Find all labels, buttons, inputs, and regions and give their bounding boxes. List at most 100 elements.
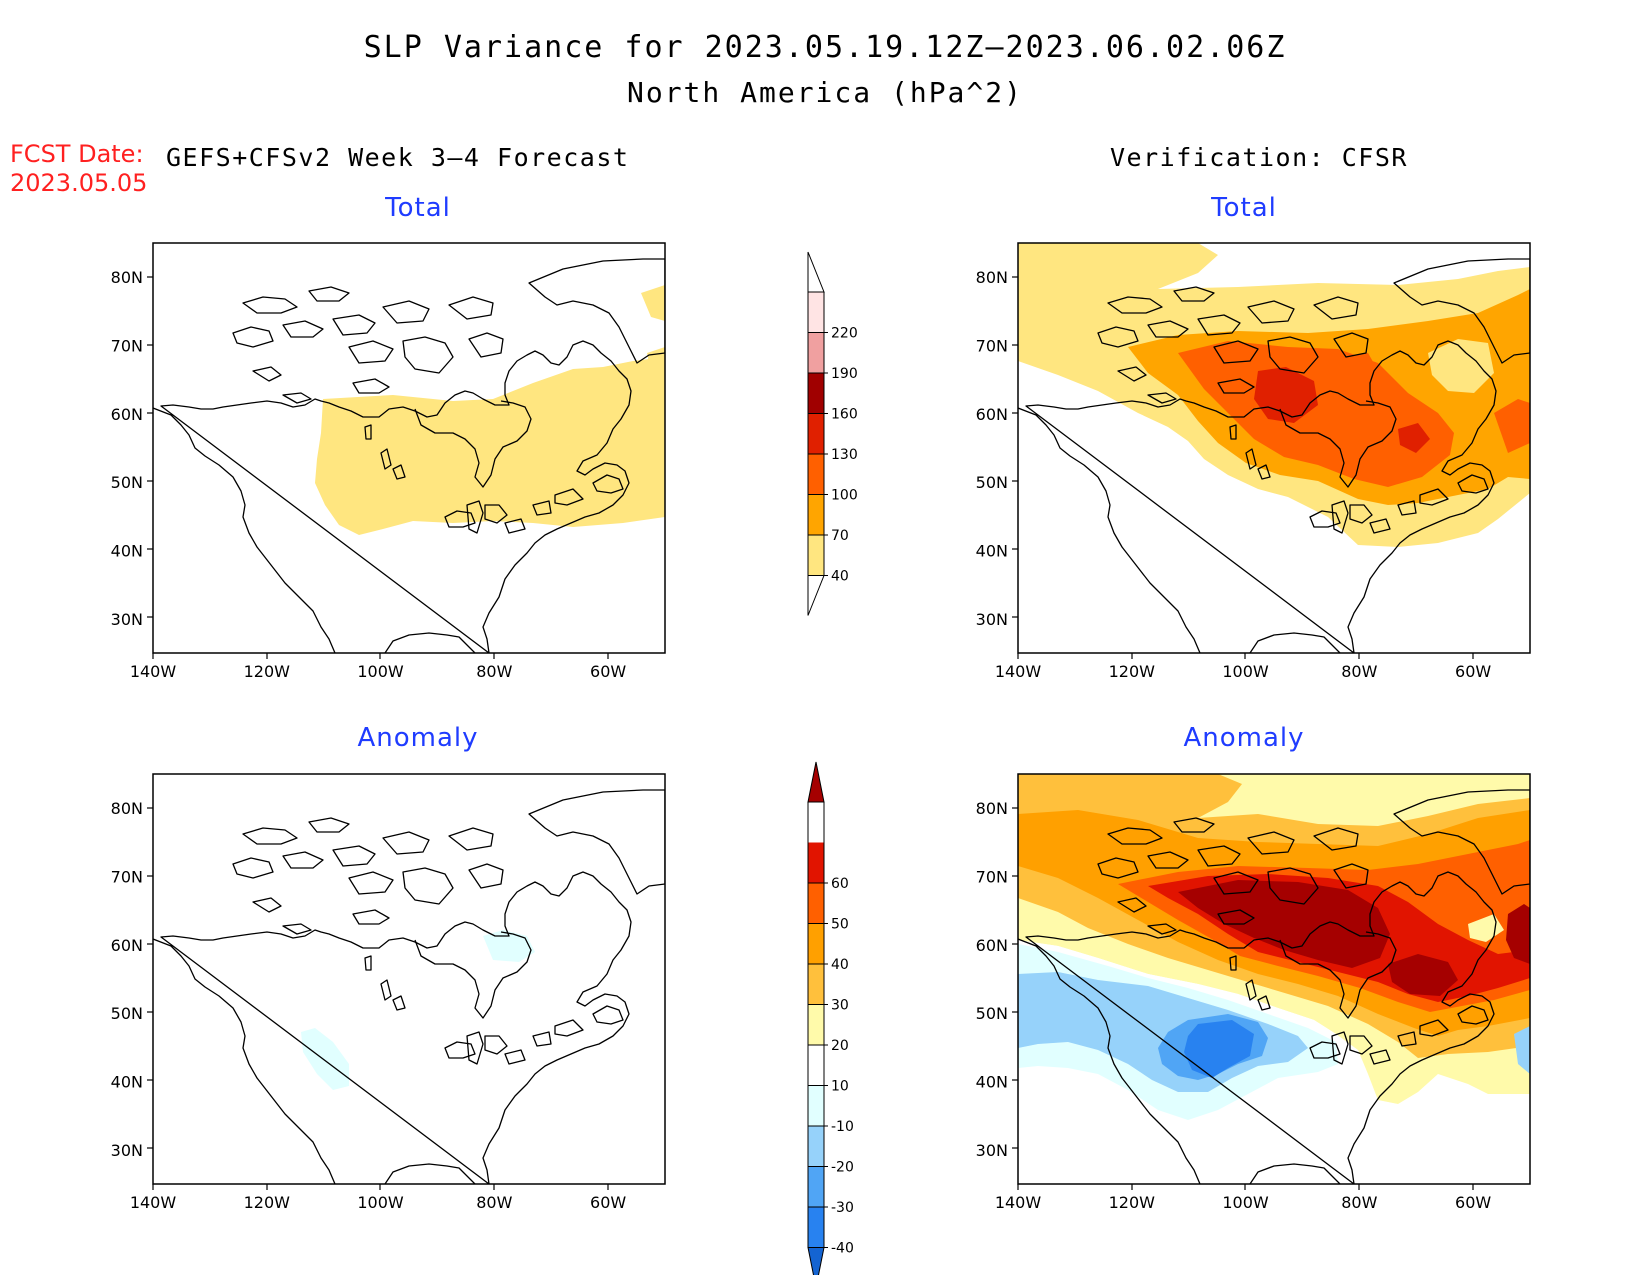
colorbar-band [808,454,824,495]
colorbar-band [808,964,824,1005]
shade-verification-anomaly-60 [1178,880,1390,968]
lon-tick-label: 60W [1455,662,1491,681]
forecast-date-value: 2023.05.05 [10,169,148,197]
verification-column-header: Verification: CFSR [1110,143,1408,172]
colorbar-band [808,535,824,576]
lat-tick-label: 60N [111,405,143,424]
lat-tick-label: 50N [111,1004,143,1023]
lat-tick-label: 60N [111,936,143,955]
colorbar-band [808,842,824,883]
colorbar-label: 60 [831,876,849,892]
colorbar-total: 40 70 100 130 160 190 220 [807,251,858,616]
panel-title-fcst-anomaly: Anomaly [357,723,479,753]
colorbar-label: 190 [831,366,858,382]
lon-tick-label: 120W [244,1193,291,1212]
panel-title-verif-anomaly: Anomaly [1183,723,1305,753]
lat-tick-label: 50N [976,473,1008,492]
shade-forecast-total-40 [315,357,665,535]
colorbar-label: 70 [831,528,849,544]
lon-tick-label: 60W [590,1193,626,1212]
lon-tick-label: 120W [1109,662,1156,681]
colorbar-label: 40 [831,957,849,973]
lat-tick-label: 30N [976,1141,1008,1160]
lon-tick-label: 120W [1109,1193,1156,1212]
shade-verification-anomaly-neg40 [1184,1020,1254,1078]
colorbar-label: 50 [831,917,849,933]
shade-verification-anomaly-60-east [1388,954,1458,996]
lat-tick-label: 50N [976,1004,1008,1023]
lat-tick-label: 80N [976,268,1008,287]
colorbar-label: 160 [831,407,858,423]
lat-tick-label: 70N [111,868,143,887]
colorbar-band [808,373,824,414]
forecast-date-label: FCST Date: [10,140,144,168]
colorbar-label: -30 [831,1200,854,1216]
colorbar-label: 40 [831,569,849,585]
lon-tick-label: 120W [244,662,291,681]
lon-tick-label: 80W [1341,1193,1377,1212]
map-panel-verification-total [1011,242,1531,660]
lat-tick-label: 50N [111,473,143,492]
shade-forecast-total-40-east [647,347,665,393]
shade-verification-total-100-east [1494,399,1530,453]
colorbar-band [808,413,824,454]
map-panel-forecast-anomaly [146,773,666,1191]
colorbar-band [808,332,824,373]
lat-tick-label: 80N [111,799,143,818]
colorbar-label: 130 [831,447,858,463]
shade-forecast-anomaly-neg10-hb [483,930,535,962]
colorbar-band [808,292,824,333]
colorbar-band [808,883,824,924]
shade-verification-anomaly-60-ne [1506,904,1530,964]
colorbar-label: -20 [831,1160,854,1176]
colorbar-band [808,1045,824,1086]
lat-tick-label: 80N [111,268,143,287]
lat-tick-label: 40N [111,1073,143,1092]
lon-tick-label: 100W [357,1193,404,1212]
colorbar-label: -10 [831,1119,854,1135]
lat-tick-label: 30N [111,610,143,629]
lon-tick-label: 60W [590,662,626,681]
lat-tick-label: 70N [976,868,1008,887]
colorbar-anomaly: -40 -30 -20 -10 10 20 30 40 50 60 [807,761,854,1275]
lat-tick-label: 40N [976,542,1008,561]
colorbar-label: 100 [831,488,858,504]
lat-tick-label: 60N [976,936,1008,955]
colorbar-band [807,1247,825,1275]
lon-tick-label: 140W [130,662,177,681]
colorbar-band [808,1166,824,1207]
map-panel-forecast-total [146,242,666,660]
shade-verification-anomaly-neg10-east [1514,1026,1530,1074]
panel-title-verif-total: Total [1211,193,1277,223]
colorbar-band [808,923,824,964]
colorbar-label: -40 [831,1241,854,1257]
axis-tick-labels: 80N 70N 60N 50N 40N 30N 140W 120W 100W 80W 60W 80N 7… [111,268,1492,1212]
colorbar-band [807,575,825,616]
lon-tick-label: 140W [995,1193,1042,1212]
lon-tick-label: 140W [995,662,1042,681]
lat-tick-label: 40N [111,542,143,561]
lat-tick-label: 60N [976,405,1008,424]
shade-verification-total-70-hole [1428,339,1494,393]
colorbar-label: 20 [831,1038,849,1054]
colorbar-band [808,494,824,535]
colorbar-band [808,1207,824,1248]
shade-verification-total-100 [1178,341,1454,487]
colorbar-band [807,761,825,803]
panel-title-fcst-total: Total [385,193,451,223]
shade-forecast-anomaly-neg10 [301,1028,349,1090]
shade-verification-total-130-n [1348,353,1376,371]
colorbar-band [808,1126,824,1167]
figure-title: SLP Variance for 2023.05.19.12Z–2023.06.… [363,30,1287,65]
lon-tick-label: 140W [130,1193,177,1212]
frame-forecast-total [152,242,666,654]
forecast-date: FCST Date: 2023.05.05 [10,140,147,198]
lon-tick-label: 100W [357,662,404,681]
colorbar-band [808,1085,824,1126]
lat-tick-label: 40N [976,1073,1008,1092]
lon-tick-label: 100W [1222,662,1269,681]
shade-forecast-total-40-nw [641,285,665,321]
lat-tick-label: 30N [111,1141,143,1160]
lon-tick-label: 100W [1222,1193,1269,1212]
